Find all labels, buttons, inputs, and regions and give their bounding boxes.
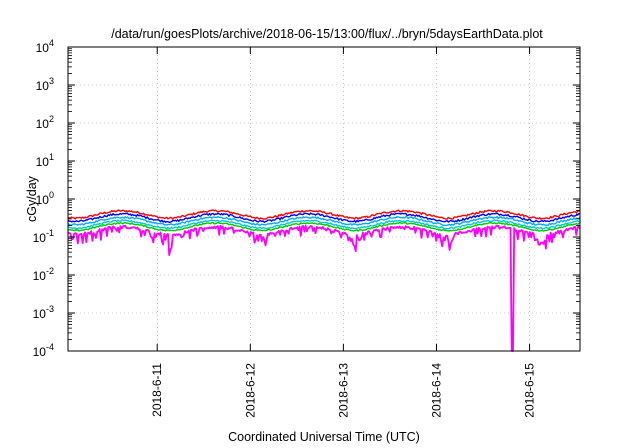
y-tick-base: 10 <box>36 79 50 93</box>
x-tick-label: 2018-6-12 <box>243 363 257 418</box>
y-tick-exponent: -4 <box>46 342 54 352</box>
y-axis-label: cGy/day <box>25 175 39 222</box>
y-tick-exponent: 1 <box>49 152 54 162</box>
series-line <box>67 216 581 227</box>
y-tick-exponent: -1 <box>46 228 54 238</box>
y-tick-base: 10 <box>33 231 47 245</box>
x-tick-label: 2018-6-15 <box>523 363 537 418</box>
series-line <box>67 209 581 220</box>
y-tick-base: 10 <box>36 193 50 207</box>
y-tick-label: 10-4 <box>33 342 54 359</box>
y-tick-base: 10 <box>36 155 50 169</box>
y-tick-label: 103 <box>36 76 54 93</box>
y-tick-label: 10-2 <box>33 266 54 283</box>
x-tick-label: 2018-6-11 <box>150 363 164 417</box>
y-tick-exponent: -3 <box>46 304 54 314</box>
y-tick-label: 10-3 <box>33 304 54 321</box>
x-tick-label: 2018-6-14 <box>429 363 443 418</box>
series-line <box>67 221 581 232</box>
y-tick-exponent: 3 <box>49 76 54 86</box>
x-tick-label: 2018-6-13 <box>336 363 350 418</box>
chart-title: /data/run/goesPlots/archive/2018-06-15/1… <box>111 27 543 41</box>
y-tick-label: 104 <box>36 38 54 55</box>
y-tick-label: 101 <box>36 152 54 169</box>
y-tick-base: 10 <box>36 41 50 55</box>
y-tick-exponent: 0 <box>49 190 54 200</box>
series-layer <box>67 209 581 352</box>
series-line <box>67 224 581 352</box>
x-axis-label: Coordinated Universal Time (UTC) <box>228 430 420 444</box>
series-line <box>67 212 581 223</box>
grid <box>68 47 580 351</box>
y-tick-exponent: 2 <box>49 114 54 124</box>
axis-ticks: 10-410-310-210-11001011021031042018-6-11… <box>33 38 580 418</box>
y-tick-label: 100 <box>36 190 54 207</box>
y-tick-base: 10 <box>33 307 47 321</box>
y-tick-base: 10 <box>33 269 47 283</box>
y-tick-base: 10 <box>36 117 50 131</box>
y-tick-exponent: 4 <box>49 38 54 48</box>
y-tick-label: 102 <box>36 114 54 131</box>
series-line <box>67 219 581 230</box>
y-tick-label: 10-1 <box>33 228 54 245</box>
y-tick-base: 10 <box>33 345 47 359</box>
y-tick-exponent: -2 <box>46 266 54 276</box>
